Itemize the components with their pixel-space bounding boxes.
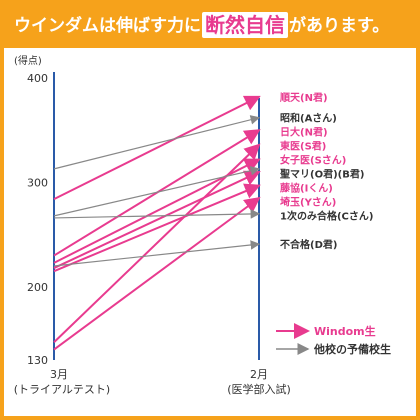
- series-line-0: [53, 95, 261, 201]
- series-label-8: 埼玉(Yさん): [280, 196, 336, 209]
- line-chart: (得点) 130 200 300 400 順天(N君) 昭和(Aさん)日大(N君)東医(…: [14, 55, 391, 396]
- series-label-9: 1次のみ合格(Cさん): [280, 210, 373, 223]
- series-line-7: [53, 183, 261, 273]
- header-banner: ウインダムは伸ばす力に 断然自信 があります。: [4, 4, 416, 48]
- series-label-4: 女子医(Sさん): [280, 154, 346, 167]
- legend-label-windom: Windom生: [314, 324, 376, 338]
- legend: Windom生 他校の予備校生: [276, 323, 391, 356]
- y-tick-label-1: 200: [27, 281, 48, 294]
- series-line-9: [53, 209, 261, 219]
- y-tick-label-2: 300: [27, 176, 48, 189]
- title-highlight: 断然自信: [202, 12, 288, 38]
- series-line-6: [53, 166, 261, 217]
- title-text-pre: ウインダムは伸ばす力に: [14, 16, 201, 36]
- x-tick-label-1: 2月: [250, 368, 268, 381]
- data-lines: [53, 95, 261, 351]
- series-label-6: 聖マリ(O君)(B君): [280, 168, 364, 181]
- y-tick-label-0: 130: [27, 354, 48, 367]
- series-label-2: 日大(N君): [280, 126, 328, 139]
- x-tick-sub-0: (トライアルテスト): [14, 383, 110, 396]
- series-label-10: 不合格(D君): [280, 238, 337, 251]
- title-text-post: があります。: [289, 16, 390, 36]
- x-tick-label-0: 3月: [50, 368, 68, 381]
- x-tick-sub-1: (医学部入試): [227, 382, 291, 396]
- legend-label-other: 他校の予備校生: [313, 342, 391, 356]
- chart-title: ウインダムは伸ばす力に 断然自信 があります。: [14, 12, 389, 40]
- series-labels: 順天(N君) 昭和(Aさん)日大(N君)東医(S君)女子医(Sさん)聖マリ(O君)…: [279, 91, 373, 251]
- series-label-3: 東医(S君): [280, 140, 326, 153]
- y-axis-label: (得点): [14, 55, 42, 67]
- y-ticks: 130 200 300 400: [27, 72, 48, 367]
- series-line-5: [53, 170, 261, 269]
- series-line-1: [53, 115, 261, 170]
- series-label-1: 昭和(Aさん): [280, 112, 337, 125]
- series-label-0: 順天(N君): [279, 91, 328, 104]
- series-label-7: 藤協(Iくん): [280, 182, 333, 195]
- series-line-10: [53, 240, 261, 267]
- series-line-8: [53, 196, 261, 351]
- y-tick-label-3: 400: [27, 72, 48, 85]
